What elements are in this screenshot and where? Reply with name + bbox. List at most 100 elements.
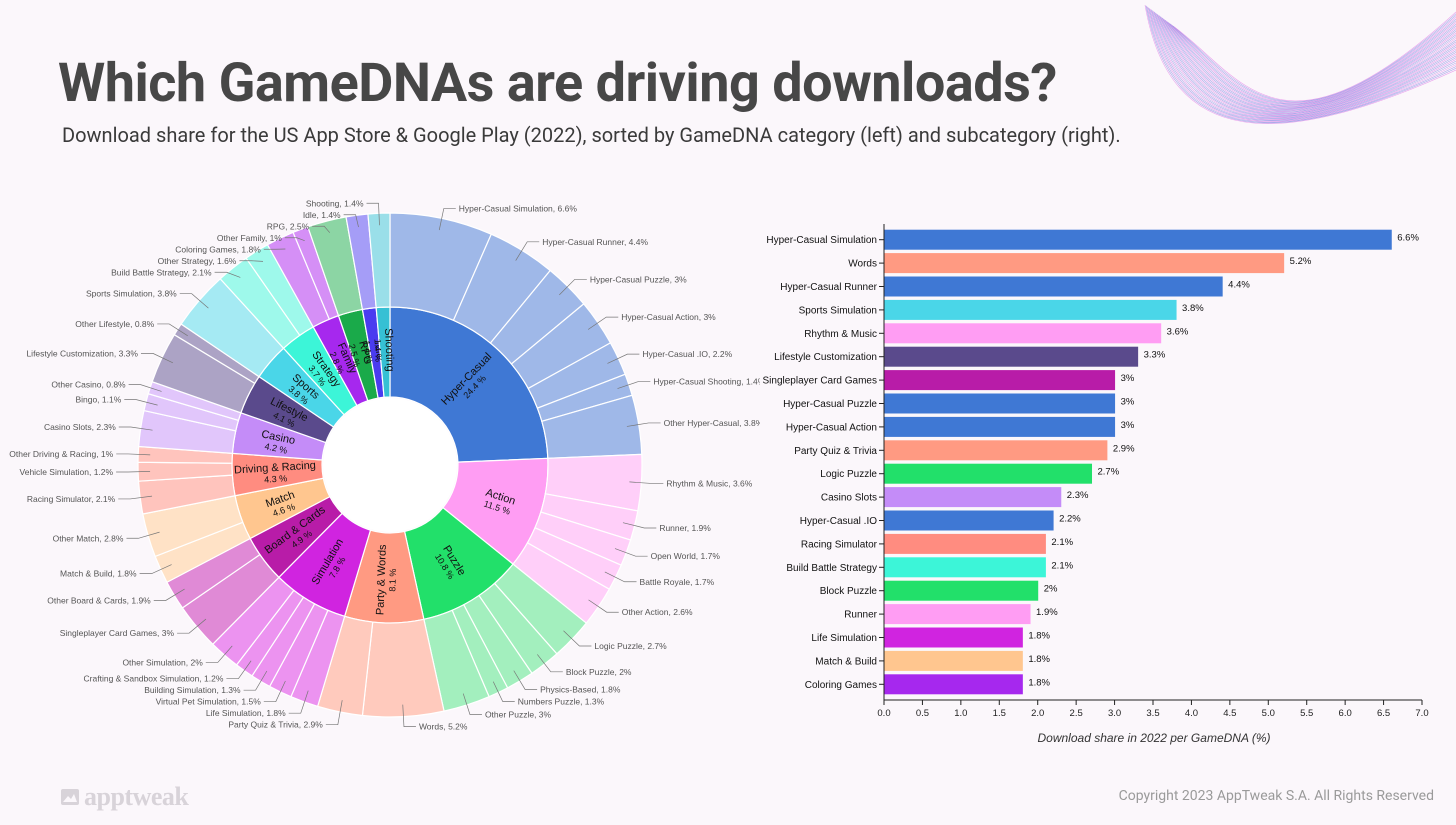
bar-singleplayer-card-games [884,370,1116,391]
leader-line [263,680,286,703]
bar-category-label: Words [848,259,877,270]
x-tick-label: 1.0 [954,708,967,719]
wave-line [1157,14,1456,115]
wave-line [1171,16,1456,104]
sunburst-outer-label: Block Puzzle, 2% [566,667,632,677]
leader-line [226,660,252,680]
bar-value-label: 3.8% [1182,303,1204,314]
wave-line [1170,18,1456,104]
leader-line [118,426,153,431]
sunburst-outer-label: Numbers Puzzle, 1.3% [518,697,605,707]
sunburst-outer-label: Other Strategy, 1.6% [158,256,237,266]
bar-build-battle-strategy [884,557,1046,578]
bar-party-quiz-trivia [884,440,1108,461]
wave-line [1151,10,1456,119]
bar-casino-slots [884,487,1062,508]
x-tick-label: 7.0 [1415,708,1428,719]
bar-category-label: Hyper-Casual Action [786,422,877,433]
bar-category-label: Hyper-Casual Runner [780,282,877,293]
bar-value-label: 2.9% [1113,443,1135,454]
bar-value-label: 3% [1121,420,1135,431]
sunburst-category-value: 1.4 % [362,340,375,364]
wave-line [1147,6,1456,122]
wave-line [1148,7,1456,122]
leader-line [140,353,174,364]
bar-racing-simulator [884,533,1046,554]
wave-line [1169,20,1456,105]
sunburst-outer-label: Other Board & Cards, 1.9% [47,595,151,605]
leader-line [614,548,648,557]
sunburst-outer-label: Hyper-Casual Action, 3% [621,312,716,322]
bar-value-label: 2.1% [1051,537,1073,548]
leader-line [537,654,563,673]
leader-line [559,278,587,296]
leader-line [139,564,172,574]
leader-line [124,399,158,406]
x-tick-label: 2.0 [1031,708,1044,719]
sunburst-outer-label: Idle, 1.4% [303,210,341,220]
bar-value-label: 1.8% [1028,677,1050,688]
sunburst-category-value: 1.4 % [372,339,383,362]
wave-line [1162,18,1456,111]
sunburst-outer-label: Other Casino, 0.8% [51,380,126,390]
sunburst-outer-label: Coloring Games, 1.8% [175,244,261,254]
leader-line [153,588,185,601]
sunburst-outer-label: Hyper-Casual Puzzle, 3% [590,274,687,284]
leader-line [513,670,538,690]
leader-line [157,323,188,337]
wave-line [1172,13,1456,102]
leader-line [177,618,207,634]
leader-line [128,384,162,392]
bar-category-label: Hyper-Casual .IO [800,516,877,527]
wave-line [1165,20,1456,108]
sunburst-outer-label: Runner, 1.9% [659,523,711,533]
sunburst-outer-label: Building Simulation, 1.3% [144,685,241,695]
sunburst-outer-label: Party Quiz & Trivia, 2.9% [228,720,323,730]
sunburst-category-value: 8.1 % [387,568,398,591]
sunburst-outer-label: Battle Royale, 1.7% [640,577,715,587]
sunburst-outer-label: Shooting, 1.4% [306,198,364,208]
bar-category-label: Party Quiz & Trivia [794,446,877,457]
bar-value-label: 2.7% [1098,467,1120,478]
x-tick-label: 4.0 [1185,708,1198,719]
x-tick-label: 2.5 [1070,708,1083,719]
bar-chart-x-axis-label: Download share in 2022 per GameDNA (%) [1037,731,1271,745]
bar-hyper-casual-puzzle [884,393,1116,414]
bar-words [884,253,1285,274]
bar-logic-puzzle [884,463,1093,484]
leader-line [126,531,160,539]
bar-coloring-games [884,674,1023,695]
sunburst-outer-label: Other Lifestyle, 0.8% [75,319,154,329]
bar-value-label: 1.8% [1028,631,1050,642]
x-tick-label: 4.5 [1223,708,1236,719]
x-tick-label: 5.5 [1300,708,1313,719]
wave-line [1144,4,1456,124]
sunburst-outer-label: Other Match, 2.8% [53,533,124,543]
leader-line [438,208,456,231]
wave-line [1164,19,1456,109]
leader-line [563,630,592,647]
wave-line [1157,14,1456,114]
wave-line [1173,11,1456,102]
sunburst-category-label: Driving & Racing [234,460,317,477]
bar-value-label: 3.6% [1167,326,1189,337]
sunburst-outer-label: Physics-Based, 1.8% [540,684,621,694]
bar-match-build [884,650,1023,671]
bar-category-label: Lifestyle Customization [774,352,877,363]
wave-line [1156,13,1456,115]
bar-value-label: 2.2% [1059,514,1081,525]
sunburst-outer-label: Sports Simulation, 3.8% [86,289,177,299]
sunburst-outer-label: Match & Build, 1.8% [60,569,137,579]
bar-category-label: Build Battle Strategy [786,563,877,574]
wave-line [1153,11,1456,118]
bar-category-label: Block Puzzle [820,586,878,597]
bar-category-label: Rhythm & Music [804,329,877,340]
bar-chart: 0.0 0.5 1.0 1.5 2.0 2.5 3.0 3.5 4.0 4.5 5.0 5.5 6.0 6… [763,224,1429,719]
sunburst-outer-label: Lifestyle Customization, 3.3% [26,348,138,358]
bar-sports-simulation [884,299,1177,320]
bar-category-label: Coloring Games [805,680,877,691]
bar-hyper-casual-simulation [884,229,1392,250]
sunburst-outer-label: Hyper-Casual Shooting, 1.4% [653,377,760,387]
wave-line [1163,18,1456,110]
wave-line [1150,9,1456,120]
